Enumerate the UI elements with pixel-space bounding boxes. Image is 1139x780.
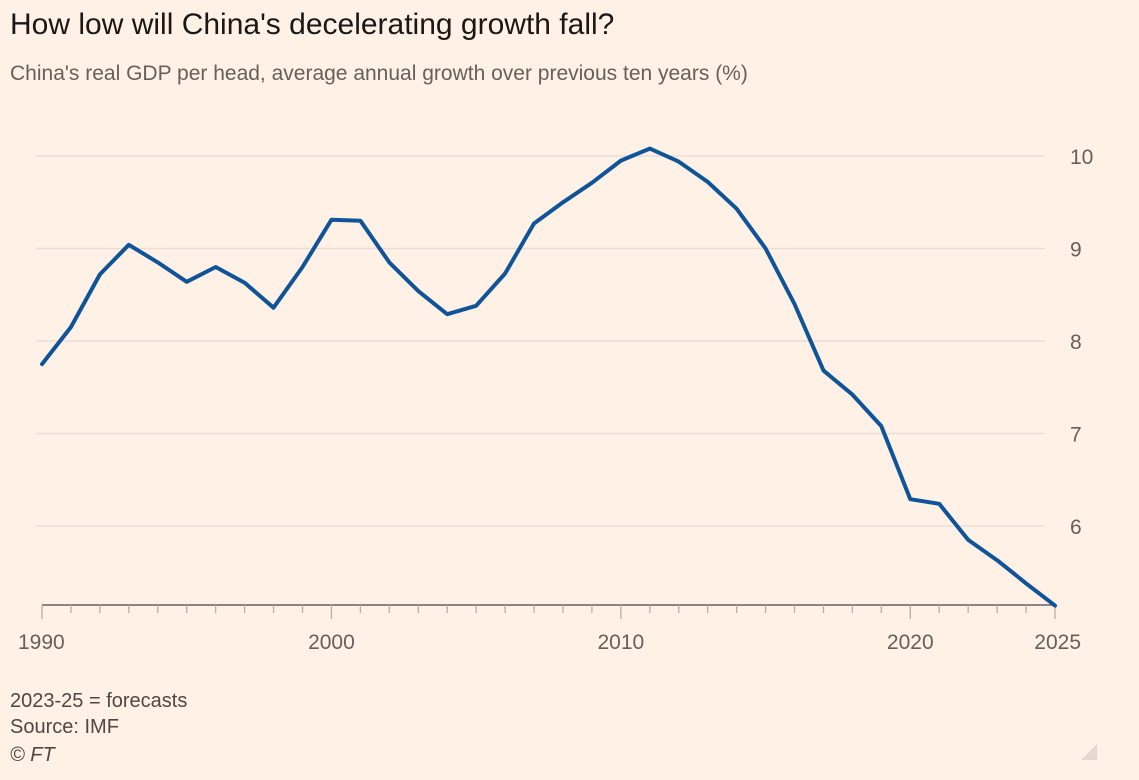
chart-subtitle: China's real GDP per head, average annua… [10, 62, 748, 85]
chart-title: How low will China's decelerating growth… [10, 8, 615, 41]
x-tick-label-2025: 2025 [1034, 631, 1081, 654]
y-tick-label-10: 10 [1070, 146, 1093, 169]
x-tick-label-2010: 2010 [597, 631, 644, 654]
grid-lines [36, 155, 1045, 527]
x-axis: 1990 2000 2010 2020 2025 [18, 604, 1081, 654]
x-tick-label-2020: 2020 [887, 631, 934, 654]
resize-corner-icon[interactable] [1081, 744, 1097, 760]
y-tick-label-8: 8 [1070, 331, 1082, 354]
y-tick-label-9: 9 [1070, 239, 1082, 262]
copyright-note: © FT [10, 744, 55, 767]
series-layer [40, 146, 1057, 608]
copyright-text: © FT [10, 744, 55, 766]
y-axis-ticks: 6 7 8 9 10 [1070, 146, 1093, 539]
x-tick-label-1990: 1990 [18, 631, 65, 654]
source-note: Source: IMF [10, 716, 119, 738]
forecast-note: 2023-25 = forecasts [10, 690, 188, 712]
y-tick-label-7: 7 [1070, 424, 1082, 447]
x-tick-label-2000: 2000 [308, 631, 355, 654]
series-line-0 [40, 146, 1057, 608]
y-tick-label-6: 6 [1070, 516, 1082, 539]
